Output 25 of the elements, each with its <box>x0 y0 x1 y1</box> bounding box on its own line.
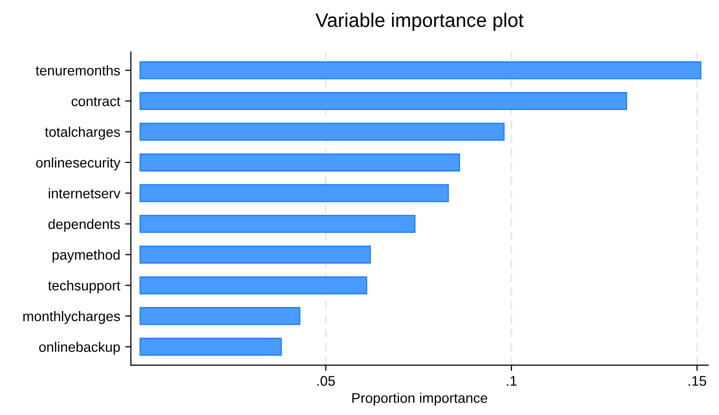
y-tick-label: paymethod <box>52 250 120 263</box>
y-tick-label: totalcharges <box>44 126 120 140</box>
bar <box>140 307 300 326</box>
bar <box>140 246 371 264</box>
bar <box>140 214 416 233</box>
chart-title: Variable importance plot <box>316 12 524 31</box>
bar <box>140 184 449 202</box>
x-axis-title: Proportion importance <box>352 392 488 406</box>
x-tick-label: .1 <box>506 376 517 386</box>
y-tick-label: onlinebackup <box>39 342 120 355</box>
bar <box>140 92 628 110</box>
x-tick-label: .05 <box>317 376 335 386</box>
y-tick-label: monthlycharges <box>23 311 120 324</box>
x-tick-label: .15 <box>688 376 706 386</box>
bar <box>140 153 460 172</box>
y-tick-label: techsupport <box>48 280 120 294</box>
y-tick-label: contract <box>72 97 120 106</box>
y-tick-label: tenuremonths <box>36 65 120 76</box>
y-tick-label: dependents <box>48 218 120 232</box>
bar <box>140 61 702 80</box>
bar <box>140 276 368 294</box>
bar <box>140 122 505 141</box>
y-tick-label: internetserv <box>48 188 120 198</box>
bar <box>140 338 282 356</box>
y-tick-label: onlinesecurity <box>36 157 120 170</box>
